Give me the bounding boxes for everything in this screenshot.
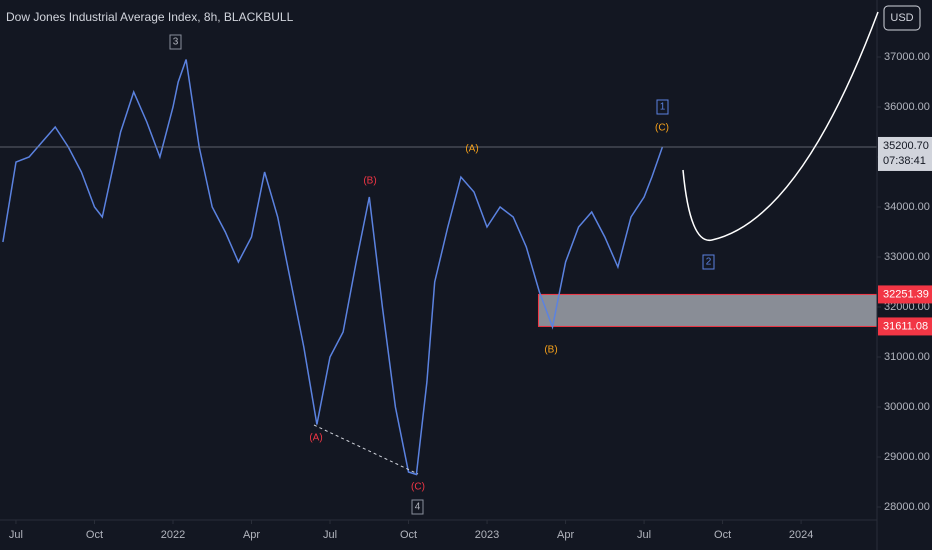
y-tick-label: 33000.00 — [884, 251, 930, 263]
wave-box — [411, 499, 424, 515]
x-tick-label: 2022 — [161, 529, 185, 541]
x-tick-label: Jul — [637, 529, 651, 541]
wave-box — [169, 34, 182, 50]
wave-label: (A) — [309, 433, 322, 444]
currency-box[interactable] — [883, 5, 921, 31]
wave-label: (C) — [655, 123, 669, 134]
wave-box — [656, 99, 669, 115]
y-tick-label: 36000.00 — [884, 101, 930, 113]
wave-label: 3 — [173, 37, 179, 48]
zone-price-label: 31611.08 — [883, 320, 928, 332]
zone-price-label: 32251.39 — [883, 288, 929, 300]
zone-price-box — [878, 285, 932, 304]
price-line — [2, 59, 664, 476]
y-tick-label: 32000.00 — [884, 301, 930, 313]
zone-price-box — [878, 317, 932, 336]
wave-label: (A) — [465, 144, 478, 155]
x-tick-label: Apr — [557, 529, 574, 541]
wave-label: 4 — [415, 502, 421, 513]
x-tick-label: Jul — [323, 529, 337, 541]
countdown: 07:38:41 — [883, 155, 926, 167]
plot — [0, 59, 878, 476]
last-price-label: 35200.70 — [883, 140, 929, 152]
wave-label: (B) — [363, 176, 376, 187]
x-tick-label: 2024 — [789, 529, 813, 541]
chart-title: Dow Jones Industrial Average Index, 8h, … — [6, 10, 294, 24]
wave-label: 1 — [660, 102, 666, 113]
zone — [537, 293, 878, 327]
wave-label: (B) — [544, 345, 557, 356]
y-tick-label: 37000.00 — [884, 51, 930, 63]
x-tick-label: 2023 — [475, 529, 499, 541]
wave-label: (C) — [411, 482, 425, 493]
y-tick-label: 31000.00 — [884, 351, 930, 363]
y-tick-label: 34000.00 — [884, 201, 930, 213]
currency[interactable]: USD — [890, 12, 913, 24]
wave-box — [702, 254, 715, 270]
wave-label: 2 — [706, 257, 712, 268]
trend-line — [313, 424, 419, 475]
y-tick-label: 29000.00 — [884, 451, 930, 463]
y-tick-label: 28000.00 — [884, 501, 930, 513]
x-tick-label: Jul — [9, 529, 23, 541]
x-tick-label: Oct — [714, 529, 731, 541]
x-tick-label: Apr — [243, 529, 260, 541]
x-tick-label: Oct — [400, 529, 417, 541]
y-tick-label: 30000.00 — [884, 401, 930, 413]
last-price-box — [878, 136, 932, 171]
x-tick-label: Oct — [86, 529, 103, 541]
projection-curve — [682, 11, 879, 241]
